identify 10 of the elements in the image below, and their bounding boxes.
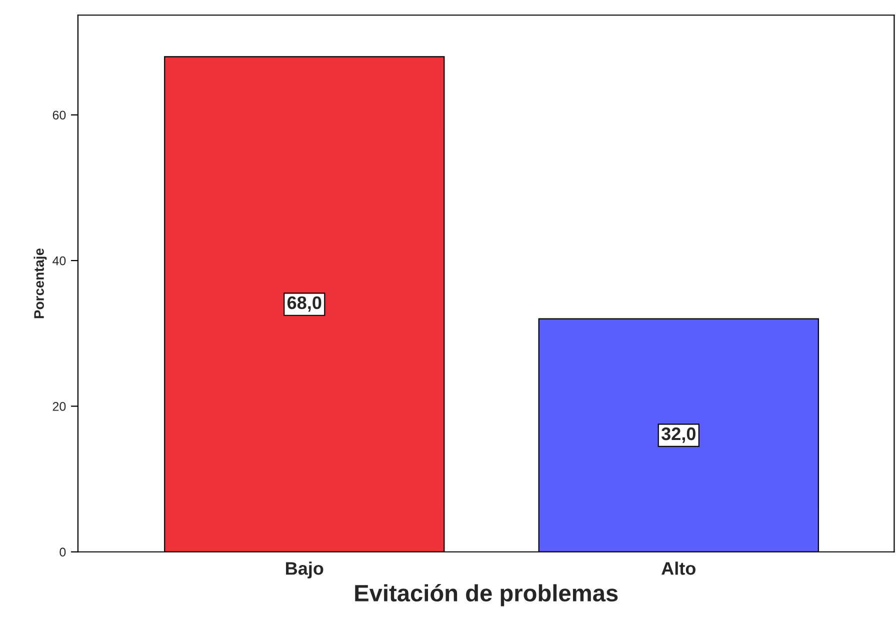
data-label: 68,0 (287, 296, 322, 312)
y-tick-label: 40 (52, 256, 66, 266)
x-tick-label: Bajo (286, 562, 324, 578)
data-label: 32,0 (661, 427, 696, 443)
x-axis-title: Evitación de problemas (355, 584, 618, 606)
y-tick-label: 60 (52, 110, 66, 120)
y-tick-label: 20 (52, 402, 66, 411)
y-axis-title: Porcentaje (34, 248, 47, 318)
y-tick-label: 0 (60, 548, 66, 557)
x-tick-label: Alto (662, 562, 696, 575)
